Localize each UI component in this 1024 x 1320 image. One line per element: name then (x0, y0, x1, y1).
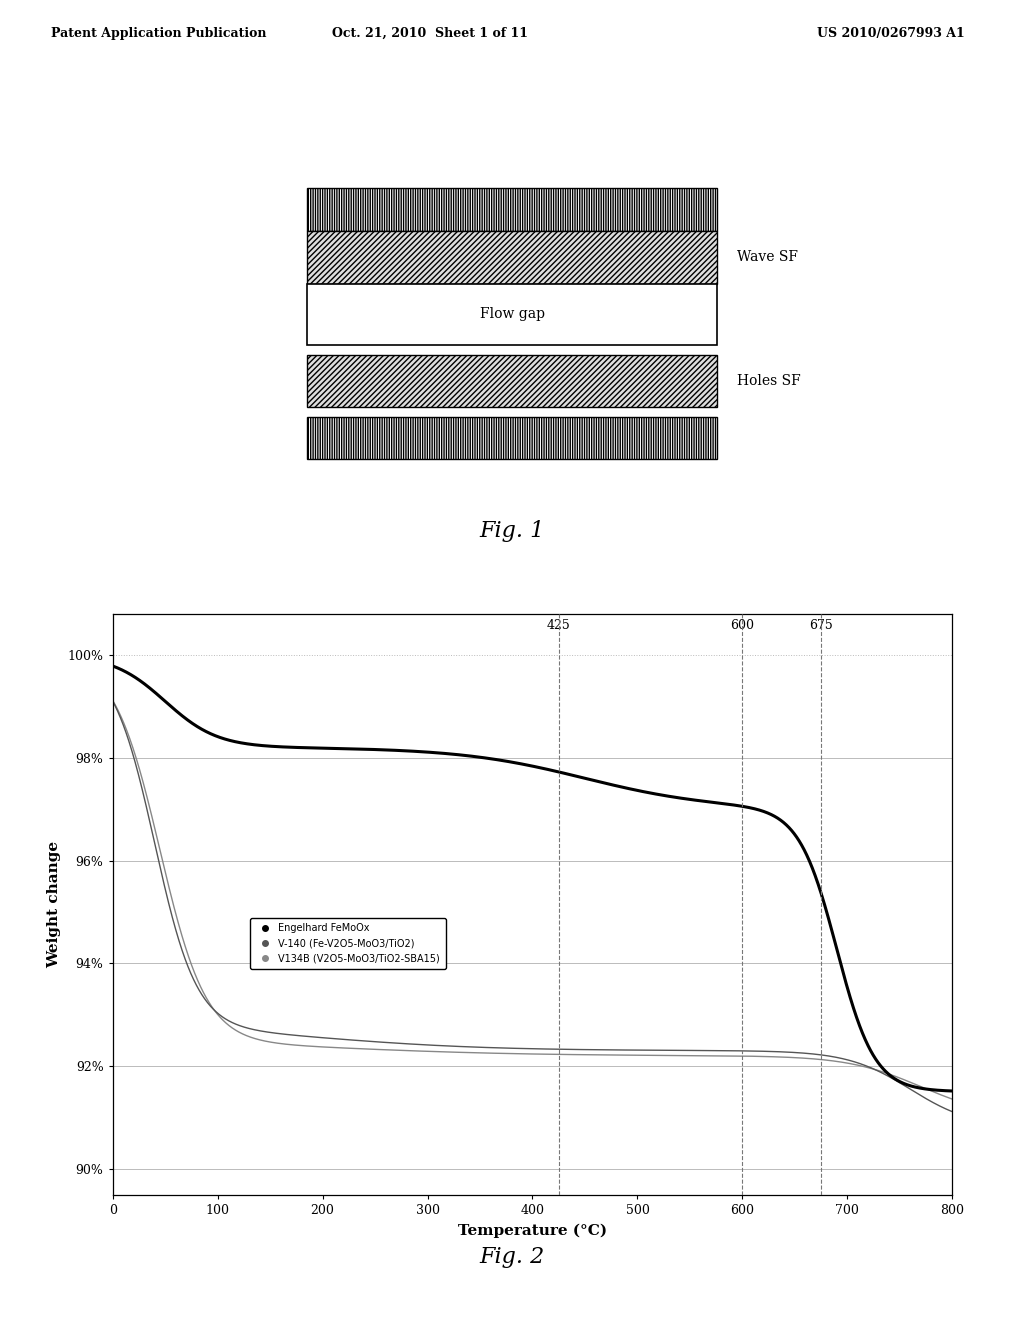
Text: Oct. 21, 2010  Sheet 1 of 11: Oct. 21, 2010 Sheet 1 of 11 (332, 26, 528, 40)
Text: Wave SF: Wave SF (737, 251, 799, 264)
Text: 425: 425 (547, 619, 570, 632)
Text: 600: 600 (730, 619, 755, 632)
Text: Flow gap: Flow gap (479, 308, 545, 322)
Text: US 2010/0267993 A1: US 2010/0267993 A1 (817, 26, 965, 40)
Bar (307, 231, 717, 284)
Text: Holes SF: Holes SF (737, 374, 801, 388)
Bar (307, 284, 717, 346)
Bar (307, 417, 717, 459)
Text: Fig. 1: Fig. 1 (479, 520, 545, 541)
Text: Fig. 2: Fig. 2 (479, 1246, 545, 1267)
Bar (307, 355, 717, 407)
Text: Patent Application Publication: Patent Application Publication (51, 26, 266, 40)
Text: 675: 675 (809, 619, 833, 632)
X-axis label: Temperature (°C): Temperature (°C) (458, 1224, 607, 1238)
Y-axis label: Weight change: Weight change (47, 841, 60, 968)
Legend: Engelhard FeMoOx, V-140 (Fe-V2O5-MoO3/TiO2), V134B (V2O5-MoO3/TiO2-SBA15): Engelhard FeMoOx, V-140 (Fe-V2O5-MoO3/Ti… (250, 917, 445, 969)
Bar (307, 189, 717, 231)
